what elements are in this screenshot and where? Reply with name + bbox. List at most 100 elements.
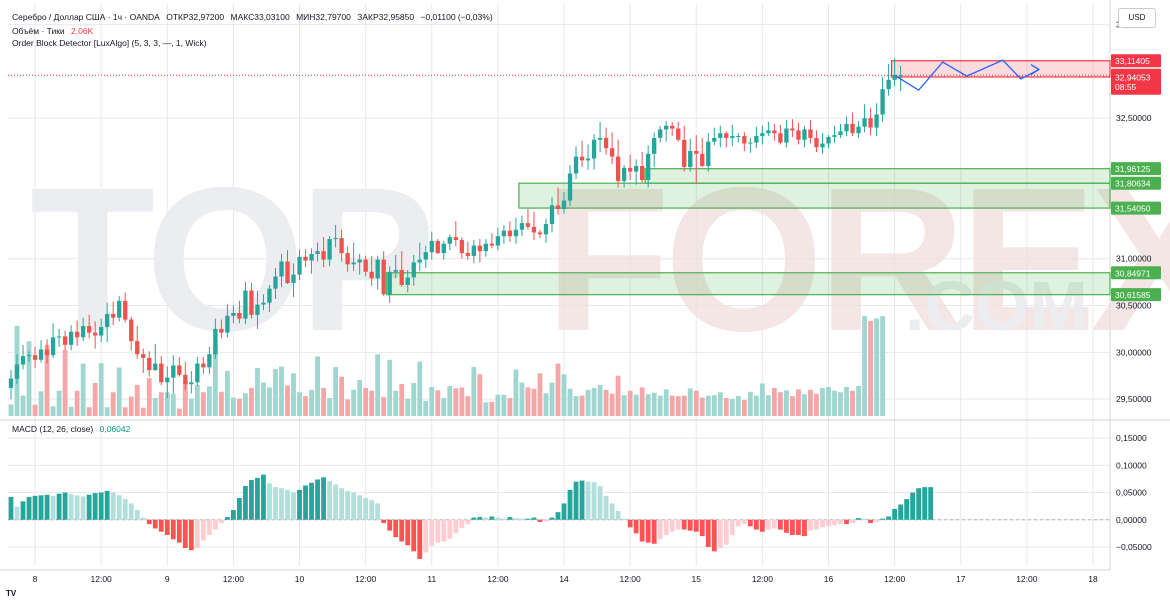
volume-bar xyxy=(122,407,128,416)
macd-bar xyxy=(80,496,86,520)
macd-bar xyxy=(729,519,735,535)
volume-bar xyxy=(110,392,116,416)
volume-label[interactable]: Объём · Тики xyxy=(12,26,65,36)
candle-body xyxy=(658,129,663,138)
volume-bar xyxy=(459,387,465,416)
macd-bar xyxy=(711,519,717,552)
candle-body xyxy=(249,290,254,315)
time-tick-label: 15 xyxy=(692,574,702,584)
candle-body xyxy=(74,331,80,338)
forecast-path xyxy=(894,59,1040,91)
watermark-text: TOP xyxy=(30,145,430,374)
volume-bar xyxy=(206,386,212,416)
price-tick-label: 31,00000 xyxy=(1116,254,1152,264)
candle-body xyxy=(567,173,573,201)
candle-body xyxy=(62,336,68,345)
volume-bar xyxy=(80,363,86,416)
candle-body xyxy=(14,364,20,379)
volume-bar xyxy=(231,397,236,416)
volume-bar xyxy=(663,389,669,416)
order-block-bull xyxy=(386,272,1111,296)
candle-body xyxy=(177,365,182,375)
volume-bar xyxy=(212,343,218,416)
candle-body xyxy=(856,126,861,134)
macd-bar xyxy=(838,519,843,525)
candle-body xyxy=(321,251,326,260)
volume-bar xyxy=(261,382,266,416)
candle-series xyxy=(8,58,903,400)
macd-bar xyxy=(886,516,892,520)
candle-body xyxy=(68,331,74,345)
macd-label[interactable]: MACD (12, 26, close) xyxy=(12,424,94,434)
macd-bar xyxy=(351,492,357,520)
candle-body xyxy=(706,141,711,166)
volume-bar xyxy=(802,394,807,416)
time-tick-label: 8 xyxy=(33,574,38,584)
candle-body xyxy=(555,205,561,210)
macd-bar xyxy=(808,519,813,531)
macd-bar xyxy=(176,519,182,543)
candle-body xyxy=(531,226,537,233)
volume-bar xyxy=(729,399,735,416)
volume-bar xyxy=(675,396,681,416)
candle-body xyxy=(285,261,290,284)
tradingview-logo[interactable]: TV xyxy=(6,589,17,598)
macd-bar xyxy=(104,490,110,520)
macd-bar xyxy=(850,519,855,524)
macd-bar xyxy=(146,519,152,525)
volume-bar xyxy=(345,399,351,416)
price-tick-label: 29,50000 xyxy=(1116,394,1152,404)
candle-body xyxy=(886,79,891,90)
time-axis: 8 12:00 9 12:00 10 12:00 11 12:00 14 12:00 15 12:00… xyxy=(33,574,1098,584)
candle-body xyxy=(814,137,819,148)
volume-bar xyxy=(158,392,164,416)
candle-body xyxy=(664,125,669,130)
volume-bar xyxy=(633,394,639,416)
candle-body xyxy=(646,153,651,181)
indicator-label[interactable]: Order Block Detector [LuxAlgo] (5, 3, 3,… xyxy=(12,38,207,48)
time-tick-label: 17 xyxy=(956,574,966,584)
candle-body xyxy=(639,165,645,181)
symbol-title[interactable]: Серебро / Доллар США · 1ч · OANDA xyxy=(12,12,160,22)
macd-bar xyxy=(609,503,615,520)
candle-body xyxy=(99,327,104,336)
volume-bar xyxy=(507,398,513,416)
candle-body xyxy=(573,156,579,174)
volume-bar xyxy=(188,398,194,416)
candle-body xyxy=(363,259,368,272)
candle-body xyxy=(38,349,44,360)
macd-bar xyxy=(345,490,351,520)
price-label-countdown: 08:55 xyxy=(1115,82,1137,92)
volume-bar xyxy=(814,393,819,416)
volume-bar xyxy=(98,363,104,416)
volume-bar xyxy=(639,387,645,416)
candle-body xyxy=(898,75,903,77)
candle-body xyxy=(621,167,627,181)
candle-body xyxy=(748,142,753,144)
macd-bar xyxy=(471,517,477,520)
time-tick-label: 11 xyxy=(427,574,436,584)
volume-legend: Объём · Тики 2,06K xyxy=(12,26,97,36)
currency-button[interactable]: USD xyxy=(1118,8,1156,28)
volume-bar xyxy=(705,395,711,416)
macd-bar xyxy=(68,494,74,520)
forecast-arrow-icon xyxy=(1030,63,1041,76)
candle-body xyxy=(351,262,356,265)
volume-bar xyxy=(128,396,134,416)
macd-histogram xyxy=(8,474,1110,559)
macd-bar xyxy=(675,519,681,530)
volume-bar xyxy=(291,373,296,416)
macd-bar xyxy=(741,519,747,525)
volume-bar xyxy=(303,396,308,416)
macd-bar xyxy=(585,481,591,520)
macd-bar xyxy=(645,519,651,543)
volume-bar xyxy=(411,383,417,416)
macd-bar xyxy=(826,519,831,527)
macd-bar xyxy=(417,519,423,559)
candle-body xyxy=(429,240,434,253)
volume-bar xyxy=(471,367,477,416)
volume-bar xyxy=(44,344,50,416)
candle-body xyxy=(201,363,206,368)
